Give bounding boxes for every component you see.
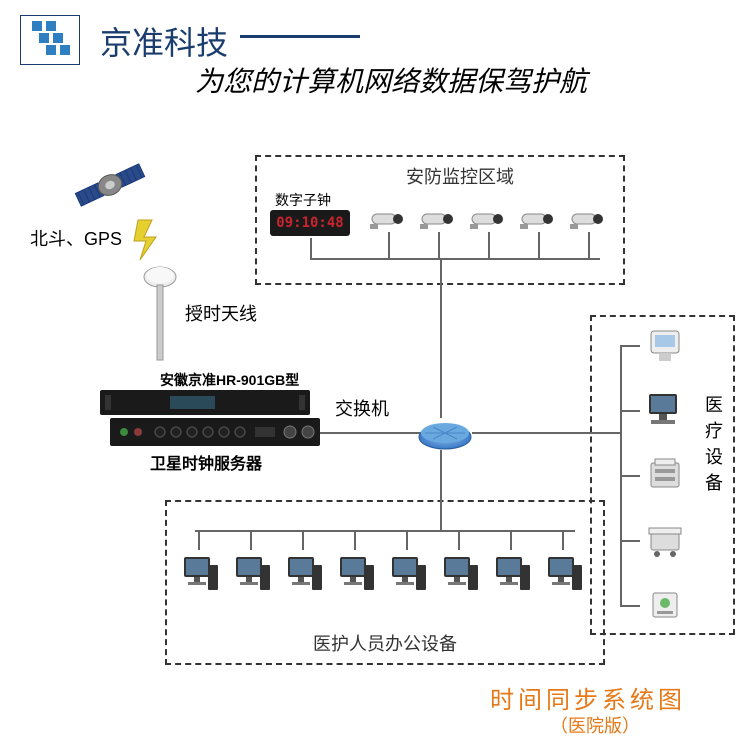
medical-device-1 bbox=[645, 325, 685, 370]
staff-zone-label: 医护人员办公设备 bbox=[285, 630, 485, 656]
staff-pc-4 bbox=[336, 555, 376, 595]
diagram-subtitle: （医院版） bbox=[550, 712, 640, 738]
antenna-label: 授时天线 bbox=[185, 300, 257, 326]
camera-1 bbox=[370, 210, 410, 230]
server-unit-2 bbox=[110, 418, 320, 451]
server-unit-1 bbox=[100, 390, 310, 420]
medical-device-2 bbox=[645, 390, 685, 435]
camera-5 bbox=[570, 210, 610, 230]
staff-pc-3 bbox=[284, 555, 324, 595]
staff-pc-8 bbox=[544, 555, 584, 595]
staff-pc-5 bbox=[388, 555, 428, 595]
antenna-icon bbox=[140, 265, 180, 370]
server-model: 安徽京准HR-901GB型 bbox=[160, 370, 299, 390]
diagram-title: 时间同步系统图 bbox=[490, 680, 686, 715]
switch-icon bbox=[415, 415, 475, 460]
camera-2 bbox=[420, 210, 460, 230]
digital-clock: 09:10:48 bbox=[270, 210, 350, 236]
medical-device-3 bbox=[645, 455, 685, 500]
digital-clock-time: 09:10:48 bbox=[276, 215, 343, 231]
staff-pc-2 bbox=[232, 555, 272, 595]
signal-icon bbox=[130, 215, 170, 270]
switch-label: 交换机 bbox=[335, 395, 389, 421]
staff-pc-1 bbox=[180, 555, 220, 595]
medical-device-5 bbox=[645, 585, 685, 630]
gps-label: 北斗、GPS bbox=[30, 225, 122, 251]
staff-pc-7 bbox=[492, 555, 532, 595]
medical-device-4 bbox=[645, 520, 685, 565]
title-line bbox=[240, 35, 360, 38]
satellite-icon bbox=[70, 150, 150, 225]
digital-clock-label: 数字子钟 bbox=[275, 190, 331, 210]
logo-icon bbox=[20, 15, 80, 70]
medical-zone-label: 医疗设备 bbox=[700, 395, 726, 499]
camera-4 bbox=[520, 210, 560, 230]
security-zone-label: 安防监控区域 bbox=[395, 163, 525, 189]
company-name: 京准科技 bbox=[100, 18, 228, 64]
camera-3 bbox=[470, 210, 510, 230]
server-label: 卫星时钟服务器 bbox=[150, 450, 262, 474]
tagline: 为您的计算机网络数据保驾护航 bbox=[195, 60, 587, 100]
staff-pc-6 bbox=[440, 555, 480, 595]
